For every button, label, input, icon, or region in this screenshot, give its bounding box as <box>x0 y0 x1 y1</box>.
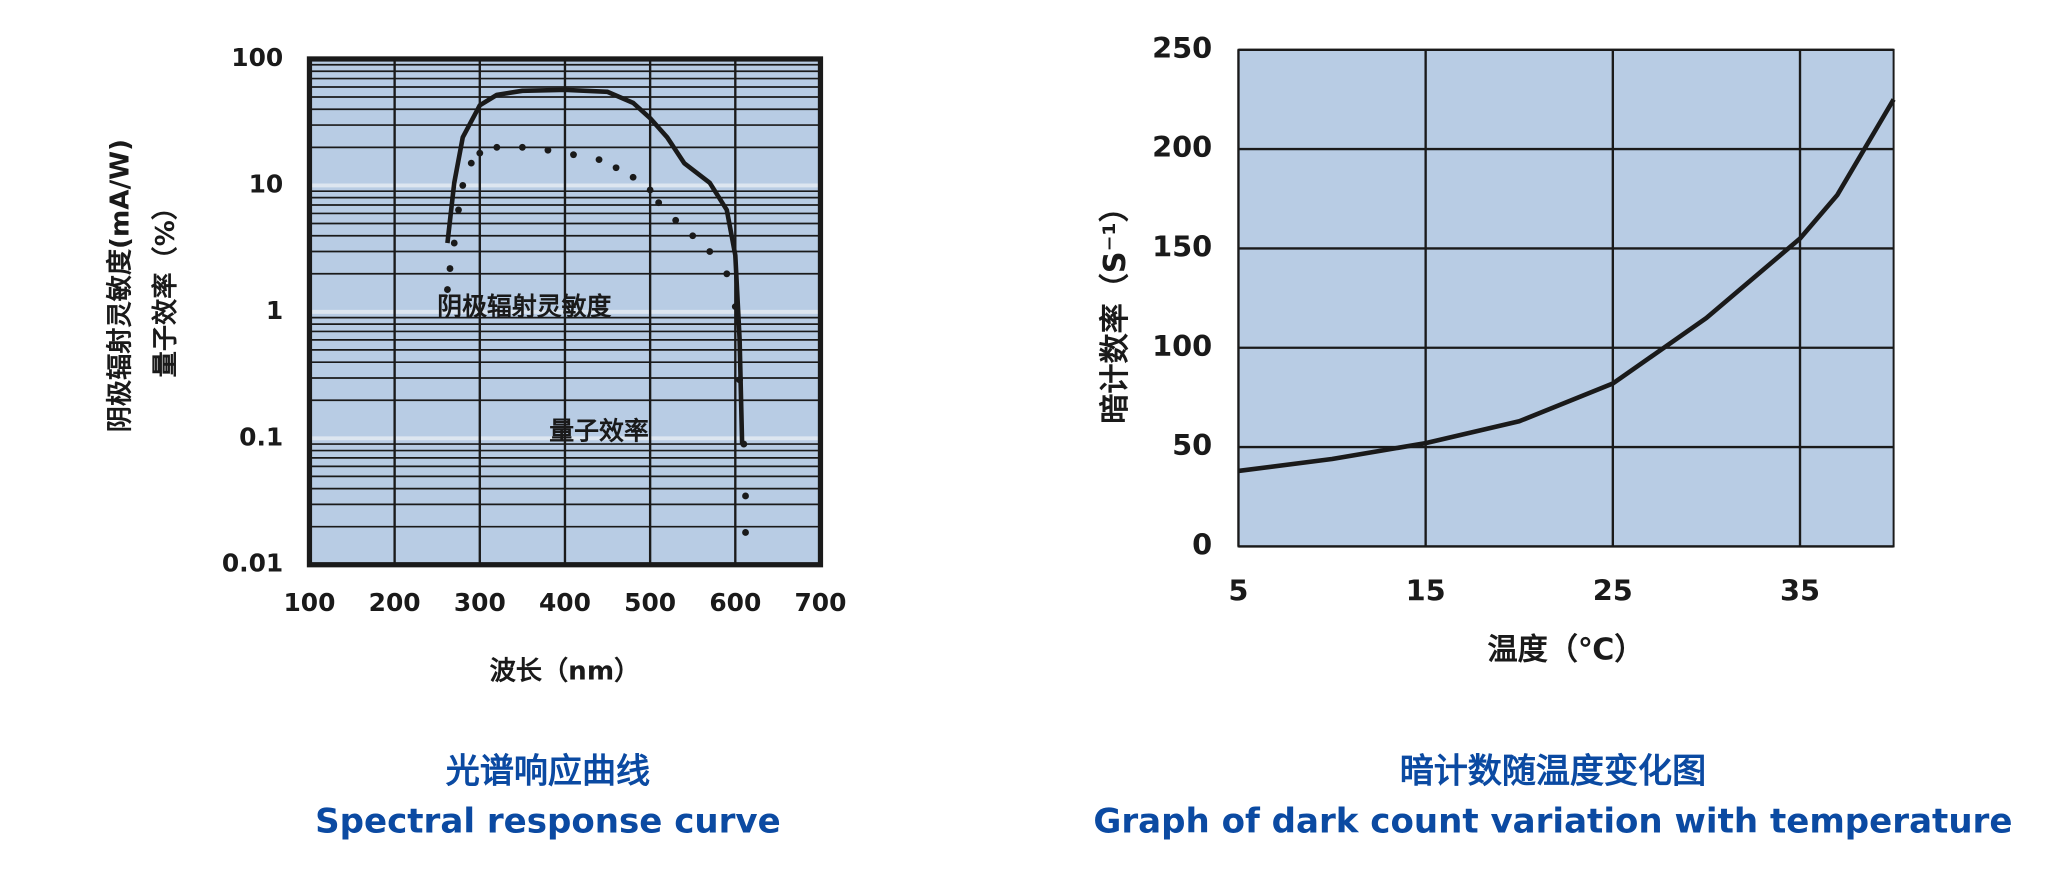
data-point <box>612 164 620 172</box>
data-point <box>706 248 714 255</box>
x-tick-label: 25 <box>1593 573 1633 607</box>
data-point <box>736 376 743 384</box>
x-tick-label: 500 <box>624 588 676 617</box>
data-point <box>595 156 603 164</box>
x-tick-label: 300 <box>454 588 506 617</box>
y-tick-label: 100 <box>231 43 283 72</box>
data-point <box>467 159 475 167</box>
x-tick-label: 600 <box>709 588 761 617</box>
data-point <box>646 186 654 194</box>
x-tick-label: 5 <box>1228 573 1248 607</box>
x-tick-label: 100 <box>283 588 335 617</box>
x-tick-label: 35 <box>1780 573 1820 607</box>
data-point <box>455 206 462 214</box>
annotation: 阴极辐射灵敏度 <box>437 292 611 321</box>
data-point <box>544 146 552 154</box>
data-point <box>629 173 637 181</box>
y-tick-label: 0.01 <box>222 549 283 578</box>
x-tick-label: 200 <box>369 588 421 617</box>
caption: 暗计数随温度变化图 <box>1400 752 1706 792</box>
data-point <box>476 149 484 157</box>
plot-border <box>1237 48 1895 548</box>
y-tick-label: 250 <box>1152 31 1212 65</box>
data-point <box>742 492 749 500</box>
data-point <box>570 151 577 159</box>
data-point <box>655 199 663 207</box>
caption: Graph of dark count variation with tempe… <box>1093 801 2012 841</box>
line <box>1238 98 1896 474</box>
y-tick-label: 100 <box>1152 329 1212 363</box>
y-tick-label: 1 <box>266 296 283 325</box>
x-tick-label: 400 <box>539 588 591 617</box>
y-tick-label: 200 <box>1152 130 1212 164</box>
data-point <box>444 286 451 293</box>
line <box>445 87 745 445</box>
annotation: 量子效率 <box>549 416 649 445</box>
data-point <box>731 303 739 311</box>
x-tick-label: 700 <box>795 588 847 617</box>
y-axis-label: 量子效率（%） <box>150 194 181 377</box>
data-point <box>742 529 749 536</box>
plot-area <box>1238 49 1894 547</box>
data-point <box>493 143 501 151</box>
y-tick-label: 10 <box>249 169 284 198</box>
x-axis-label: 波长（nm） <box>490 657 641 687</box>
data-point <box>459 181 467 189</box>
data-point <box>518 143 526 151</box>
y-tick-label: 50 <box>1172 428 1212 462</box>
y-axis-label: 暗计数率（S⁻¹） <box>1098 192 1133 424</box>
x-tick-label: 15 <box>1406 573 1446 607</box>
caption: Spectral response curve <box>315 801 781 841</box>
data-point <box>740 440 748 448</box>
data-point <box>672 216 680 224</box>
y-tick-label: 0 <box>1192 527 1212 561</box>
data-point <box>446 265 454 272</box>
data-point <box>450 239 458 247</box>
caption: 光谱响应曲线 <box>446 752 650 792</box>
y-axis-label: 阴极辐射灵敏度(mA/W) <box>104 139 135 432</box>
y-tick-label: 150 <box>1152 229 1212 263</box>
data-point <box>689 232 697 240</box>
data-point <box>723 270 731 278</box>
y-tick-label: 0.1 <box>239 422 283 451</box>
x-axis-label: 温度（℃） <box>1488 633 1645 668</box>
plot-border <box>306 56 824 568</box>
